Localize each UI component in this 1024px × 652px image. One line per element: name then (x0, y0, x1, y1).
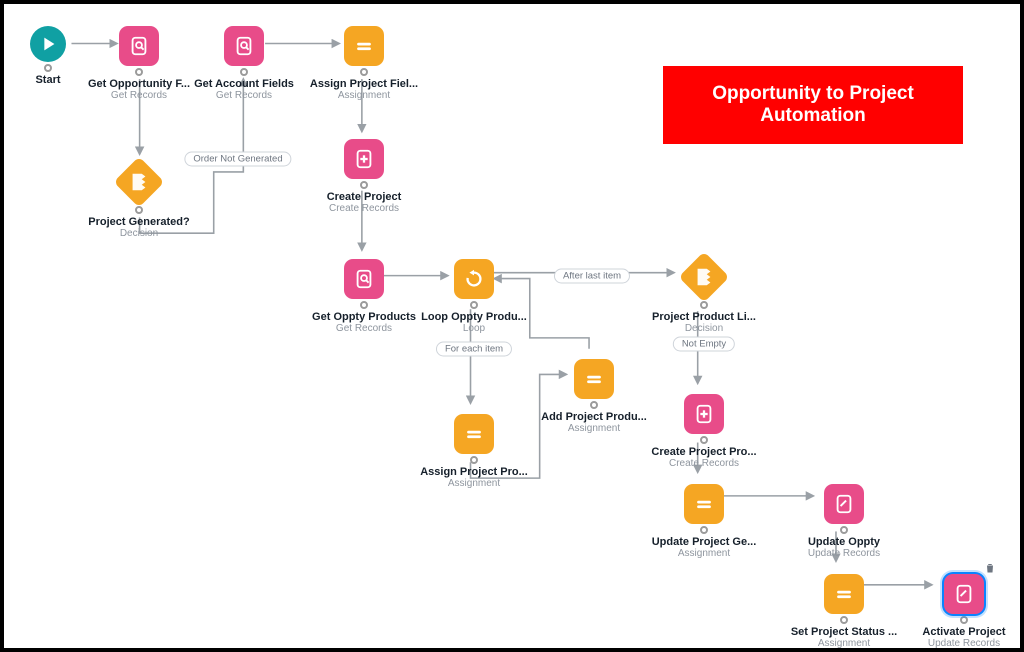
connector-dot[interactable] (135, 68, 143, 76)
node-subtitle: Update Records (909, 638, 1019, 649)
node-setStat[interactable]: Set Project Status ...Assignment (789, 574, 899, 649)
connector-dot[interactable] (840, 616, 848, 624)
node-title: Set Project Status ... (789, 626, 899, 638)
loop-icon[interactable] (454, 259, 494, 299)
plus-icon[interactable] (344, 139, 384, 179)
connector-dot[interactable] (470, 301, 478, 309)
node-title: Get Account Fields (189, 78, 299, 90)
node-subtitle: Assignment (789, 638, 899, 649)
node-subtitle: Update Records (789, 548, 899, 559)
node-subtitle: Assignment (539, 423, 649, 434)
node-actProj[interactable]: Activate ProjectUpdate Records (909, 574, 1019, 649)
equals-icon[interactable] (454, 414, 494, 454)
node-subtitle: Assignment (649, 548, 759, 559)
decision-icon[interactable] (114, 157, 165, 208)
edge-label: Order Not Generated (184, 152, 291, 167)
node-addPP[interactable]: Add Project Produ...Assignment (539, 359, 649, 434)
node-assign1[interactable]: Assign Project Fiel...Assignment (309, 26, 419, 101)
node-title: Assign Project Fiel... (309, 78, 419, 90)
node-title: Create Project Pro... (649, 446, 759, 458)
node-dec2[interactable]: Project Product Li...Decision (649, 259, 759, 334)
node-subtitle: Loop (419, 323, 529, 334)
plus-icon[interactable] (684, 394, 724, 434)
connector-dot[interactable] (700, 436, 708, 444)
node-getOpp[interactable]: Get Opportunity F...Get Records (84, 26, 194, 101)
connector-dot[interactable] (590, 401, 598, 409)
edit-icon[interactable] (824, 484, 864, 524)
node-subtitle: Create Records (649, 458, 759, 469)
title-banner: Opportunity to Project Automation (663, 66, 963, 144)
connector-dot[interactable] (960, 616, 968, 624)
node-title: Update Oppty (789, 536, 899, 548)
node-title: Assign Project Pro... (419, 466, 529, 478)
edge-label: Not Empty (673, 337, 735, 352)
edge-label: For each item (436, 342, 512, 357)
node-subtitle: Decision (649, 323, 759, 334)
connector-dot[interactable] (470, 456, 478, 464)
edit-icon[interactable] (944, 574, 984, 614)
node-dec1[interactable]: Project Generated?Decision (84, 164, 194, 239)
node-assign2[interactable]: Assign Project Pro...Assignment (419, 414, 529, 489)
node-getAcc[interactable]: Get Account FieldsGet Records (189, 26, 299, 101)
node-loop[interactable]: Loop Oppty Produ...Loop (419, 259, 529, 334)
node-title: Update Project Ge... (649, 536, 759, 548)
connector-dot[interactable] (700, 526, 708, 534)
node-subtitle: Decision (84, 228, 194, 239)
node-title: Project Product Li... (649, 311, 759, 323)
equals-icon[interactable] (684, 484, 724, 524)
node-getOpPr[interactable]: Get Oppty ProductsGet Records (309, 259, 419, 334)
node-subtitle: Assignment (419, 478, 529, 489)
node-title: Get Oppty Products (309, 311, 419, 323)
trash-icon[interactable] (984, 561, 996, 573)
search-icon[interactable] (119, 26, 159, 66)
flow-canvas-frame: Order Not Generated For each item After la… (0, 0, 1024, 652)
equals-icon[interactable] (344, 26, 384, 66)
search-icon[interactable] (344, 259, 384, 299)
node-subtitle: Assignment (309, 90, 419, 101)
connector-dot[interactable] (360, 68, 368, 76)
node-title: Project Generated? (84, 216, 194, 228)
connector-dot[interactable] (44, 64, 52, 72)
connector-dot[interactable] (840, 526, 848, 534)
connector-dot[interactable] (700, 301, 708, 309)
node-title: Get Opportunity F... (84, 78, 194, 90)
flow-canvas[interactable]: Order Not Generated For each item After la… (4, 4, 1020, 648)
play-icon[interactable] (30, 26, 66, 62)
connector-dot[interactable] (240, 68, 248, 76)
node-subtitle: Get Records (84, 90, 194, 101)
node-create2[interactable]: Create Project Pro...Create Records (649, 394, 759, 469)
edge-label: After last item (554, 269, 630, 284)
node-title: Loop Oppty Produ... (419, 311, 529, 323)
equals-icon[interactable] (574, 359, 614, 399)
node-title: Activate Project (909, 626, 1019, 638)
connector-dot[interactable] (360, 181, 368, 189)
node-create1[interactable]: Create ProjectCreate Records (309, 139, 419, 214)
node-title: Add Project Produ... (539, 411, 649, 423)
node-subtitle: Get Records (189, 90, 299, 101)
node-subtitle: Create Records (309, 203, 419, 214)
search-icon[interactable] (224, 26, 264, 66)
connector-dot[interactable] (360, 301, 368, 309)
node-title: Create Project (309, 191, 419, 203)
equals-icon[interactable] (824, 574, 864, 614)
node-updGen[interactable]: Update Project Ge...Assignment (649, 484, 759, 559)
node-subtitle: Get Records (309, 323, 419, 334)
connector-dot[interactable] (135, 206, 143, 214)
node-updOpp[interactable]: Update OpptyUpdate Records (789, 484, 899, 559)
decision-icon[interactable] (679, 252, 730, 303)
